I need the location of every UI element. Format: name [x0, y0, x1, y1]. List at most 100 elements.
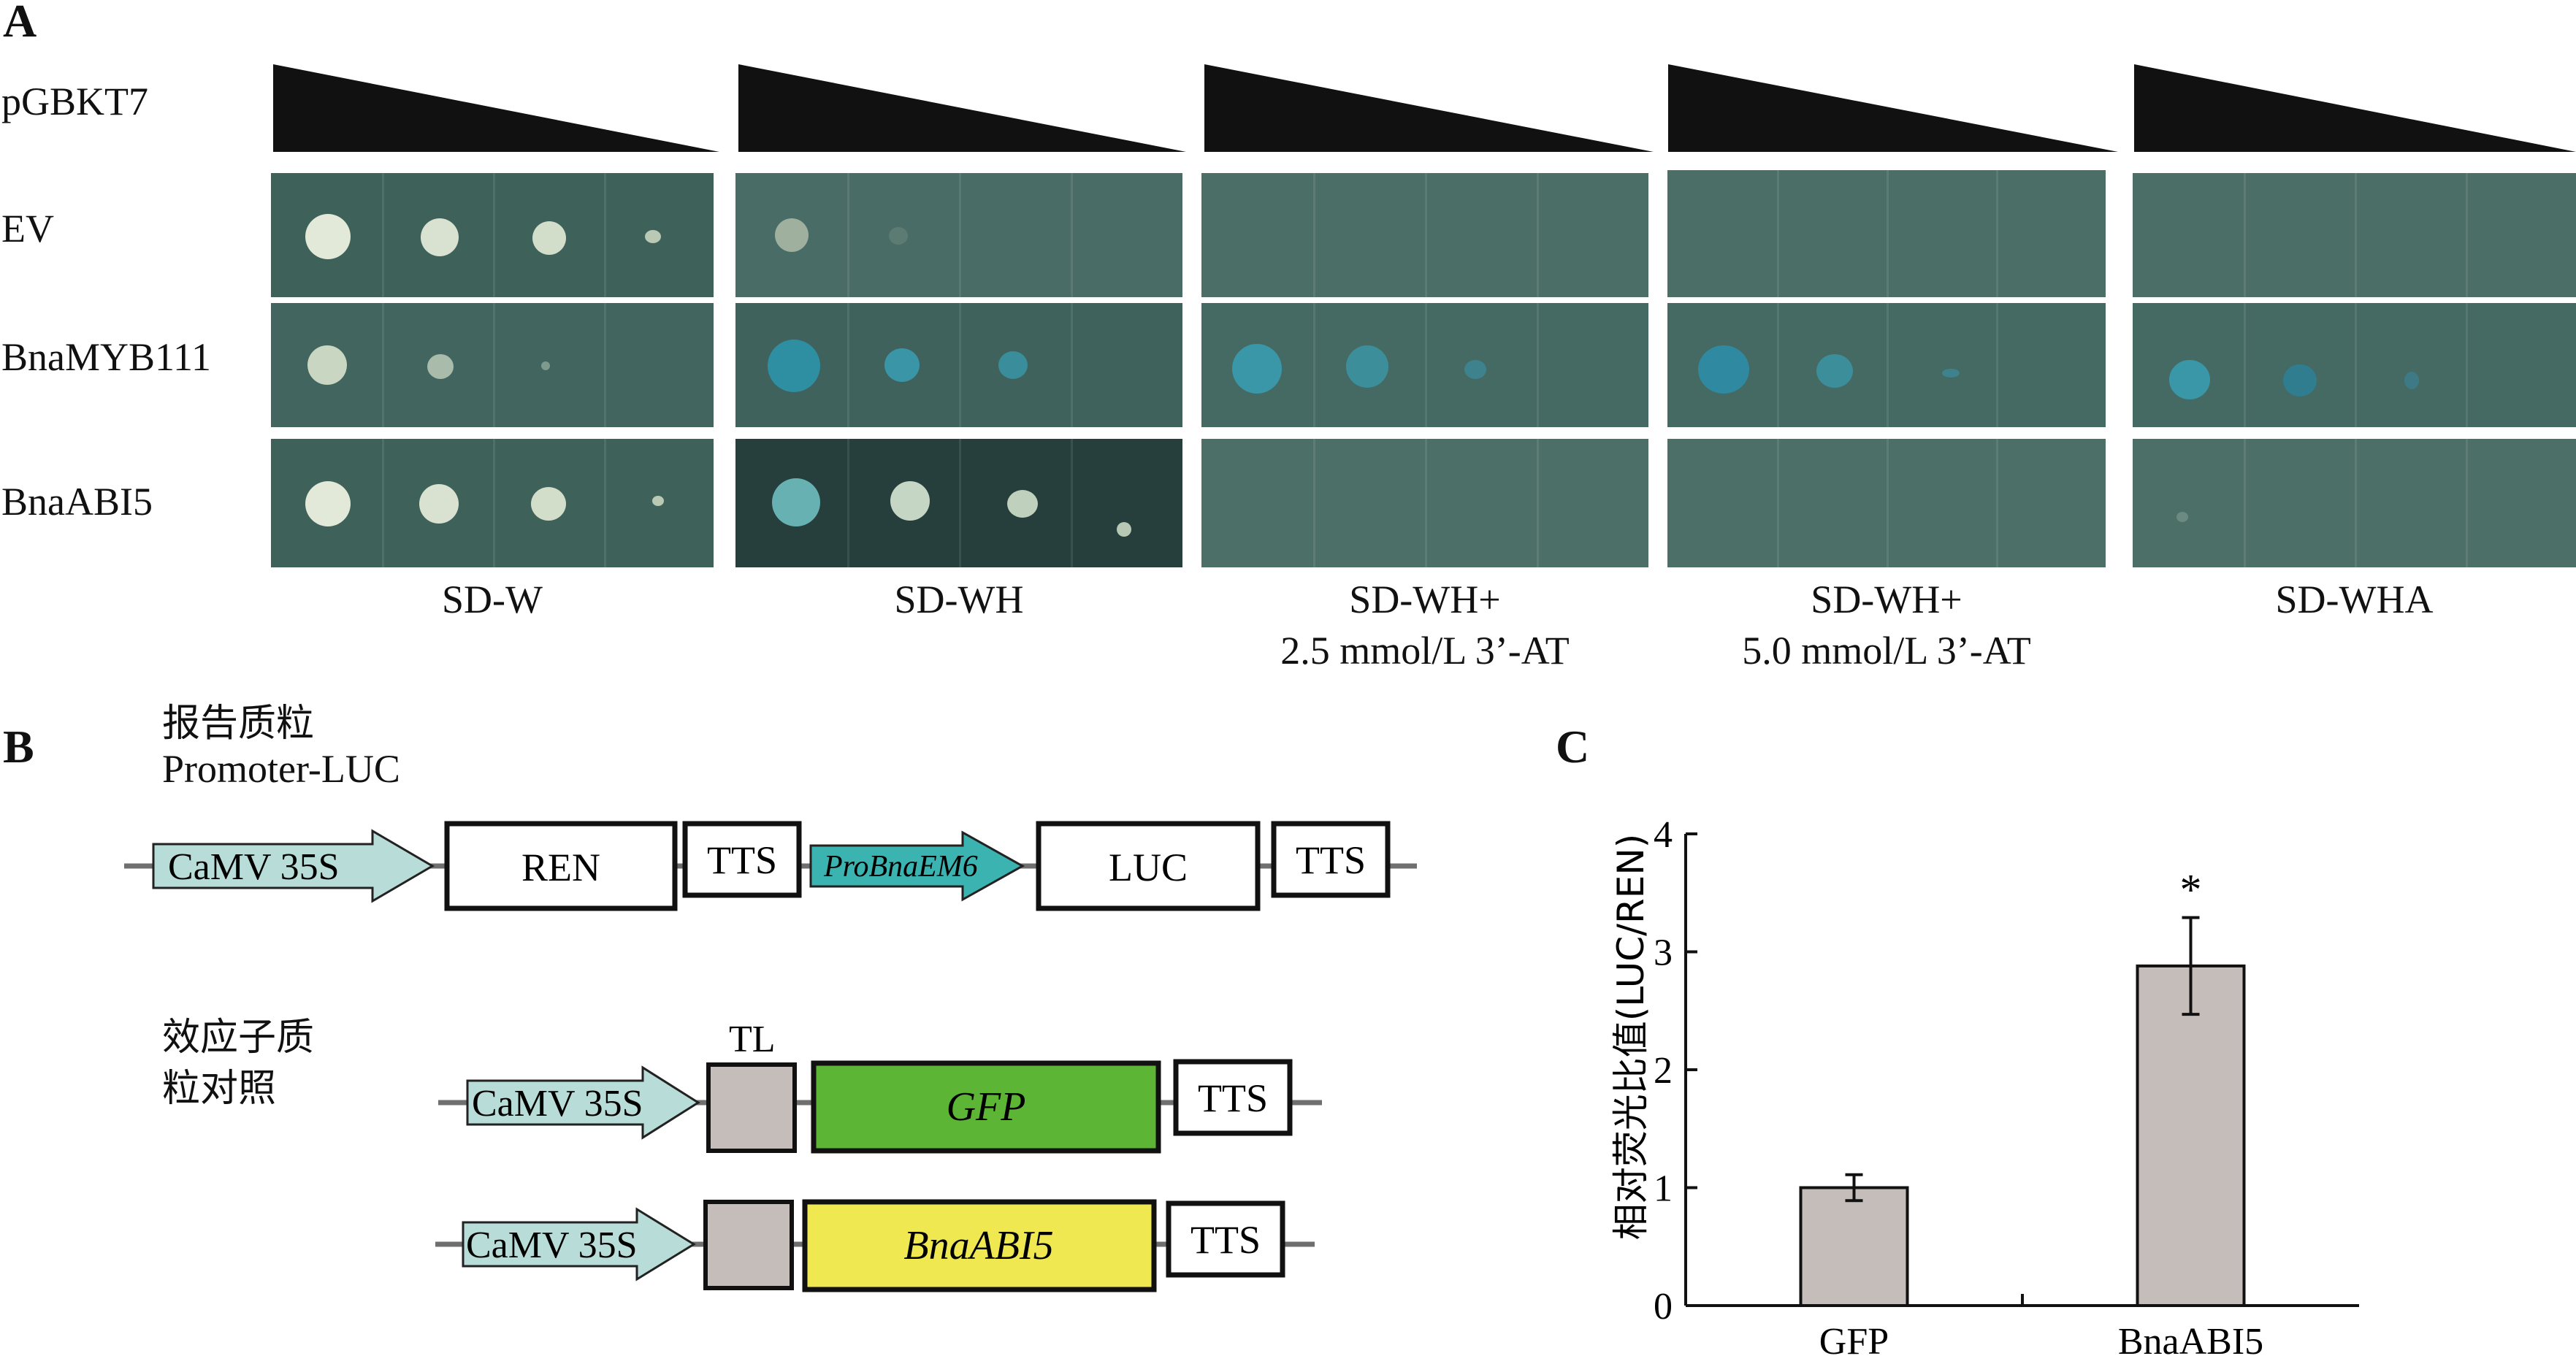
camv35s-label: CaMV 35S: [168, 846, 340, 888]
colony: [2283, 364, 2317, 396]
condition-label: SD-WH+ 5.0 mmol/L 3’-AT: [1742, 578, 2031, 673]
colony: [1698, 345, 1749, 394]
colony: [652, 496, 664, 506]
colony: [541, 361, 550, 370]
row-label-bnamyb111: BnaMYB111: [1, 335, 212, 379]
camv35s-label: CaMV 35S: [472, 1083, 643, 1124]
tts-box: [1173, 1059, 1293, 1136]
row-label-ev: EV: [1, 207, 54, 250]
panel-b-letter: B: [3, 721, 34, 773]
condition-label: SD-WH+ 2.5 mmol/L 3’-AT: [1280, 578, 1570, 673]
plate-sdwha-bnaabi5: [2133, 439, 2576, 567]
tts-box-2: [1271, 821, 1391, 898]
colony: [2404, 372, 2419, 389]
colony: [307, 345, 347, 385]
camv35s-label: CaMV 35S: [466, 1225, 638, 1266]
tl-label: TL: [729, 1019, 776, 1060]
reporter-construct: CaMV 35S REN TTS ProBnaEM6 LUC TTS: [124, 821, 1417, 911]
plate-sdwh50-bnaabi5: [1667, 439, 2106, 567]
effector-construct-gfp: TL CaMV 35S GFP TTS: [438, 1019, 1322, 1154]
plate-sdw-bnamyb111: [271, 303, 714, 427]
y-tick-label: 2: [1654, 1050, 1673, 1092]
probnaem6-label: ProBnaEM6: [823, 850, 978, 884]
effector-title-line1: 效应子质: [162, 1016, 315, 1060]
plate-sdwh25-bnaabi5: [1201, 439, 1648, 567]
luc-box: [1036, 821, 1261, 911]
gfp-box: [811, 1060, 1161, 1154]
bnaabi5-label: BnaABI5: [903, 1223, 1053, 1268]
plates-grid: [0, 0, 2576, 584]
colony: [419, 484, 459, 524]
colony: [1816, 354, 1853, 388]
effector-construct-bnaabi5: CaMV 35S BnaABI5 TTS: [435, 1199, 1315, 1292]
plate-sdwha-ev: [2133, 173, 2576, 297]
tts-label: TTS: [1198, 1076, 1268, 1120]
colony: [532, 221, 566, 255]
panel-c-letter: C: [1556, 721, 1590, 773]
construct-diagram: CaMV 35S REN TTS ProBnaEM6 LUC TTS TL Ca…: [124, 821, 1417, 1292]
y-tick-label: 0: [1654, 1286, 1673, 1327]
tl-box: [706, 1062, 797, 1153]
camv35s-promoter: [462, 1207, 696, 1281]
tts-box: [1166, 1200, 1285, 1278]
dilution-triangle: [1204, 64, 1654, 152]
plate-sdwha-bnamyb111: [2133, 303, 2576, 427]
plate-sdwh50-bnamyb111: [1667, 303, 2106, 427]
camv35s-promoter: [152, 829, 435, 903]
plate-sdwh25-bnamyb111: [1201, 303, 1648, 427]
colony: [421, 218, 459, 256]
colony: [884, 348, 920, 382]
colony: [1232, 344, 1282, 394]
tts-label-1: TTS: [707, 838, 777, 882]
dilution-triangle: [738, 64, 1186, 152]
row-label-bnaabi5: BnaABI5: [1, 480, 153, 524]
colony: [427, 354, 454, 379]
bar-chart: 相对荧光比值(LUC/REN) 0 1 2 3 4 GFP BnaABI5 *: [1610, 814, 2359, 1363]
x-tick-label: BnaABI5: [2118, 1321, 2263, 1363]
colony: [305, 214, 351, 259]
plate-sdwh50-ev: [1667, 170, 2106, 297]
colony: [1346, 345, 1388, 388]
tts-label-2: TTS: [1296, 838, 1366, 882]
condition-label: SD-WH: [894, 578, 1024, 621]
y-axis-label: 相对荧光比值(LUC/REN): [1610, 834, 1652, 1240]
colony: [645, 230, 661, 243]
colony: [1942, 369, 1960, 378]
tts-box-1: [682, 821, 802, 898]
colony: [1007, 490, 1038, 518]
camv35s-promoter: [466, 1065, 700, 1140]
tl-box: [703, 1200, 794, 1290]
colony: [890, 481, 930, 521]
plate-sdwh-bnamyb111: [735, 303, 1182, 427]
panel-a-letter: A: [3, 0, 37, 47]
y-tick-label: 3: [1654, 932, 1673, 974]
plate-sdw-ev: [271, 173, 714, 297]
colony: [305, 481, 351, 526]
reporter-title-cn: 报告质粒: [162, 702, 315, 746]
plate-sdwh25-ev: [1201, 173, 1648, 297]
ren-label: REN: [521, 846, 600, 889]
effector-title-line2: 粒对照: [162, 1067, 277, 1111]
header-label: pGBKT7: [1, 80, 148, 123]
condition-label: SD-W: [442, 578, 543, 621]
tts-label: TTS: [1190, 1218, 1261, 1262]
plate-sdwh-bnaabi5: [735, 439, 1182, 567]
dilution-triangle: [2134, 64, 2576, 152]
bar: [1799, 1186, 1909, 1307]
bnaabi5-box: [802, 1199, 1157, 1292]
colony: [2176, 512, 2188, 522]
dilution-triangle: [273, 64, 719, 152]
gfp-label: GFP: [947, 1084, 1026, 1130]
colony: [1464, 360, 1486, 379]
ren-box: [444, 821, 678, 911]
colony: [775, 218, 809, 252]
probnaem6-promoter: [809, 830, 1025, 902]
dilution-triangle: [1668, 64, 2118, 152]
colony: [2169, 360, 2210, 399]
luc-label: LUC: [1109, 846, 1188, 889]
reporter-title-en: Promoter-LUC: [162, 747, 400, 791]
colony: [768, 340, 820, 392]
colony: [531, 487, 566, 521]
y-tick-label: 1: [1654, 1168, 1673, 1210]
colony: [772, 478, 820, 526]
